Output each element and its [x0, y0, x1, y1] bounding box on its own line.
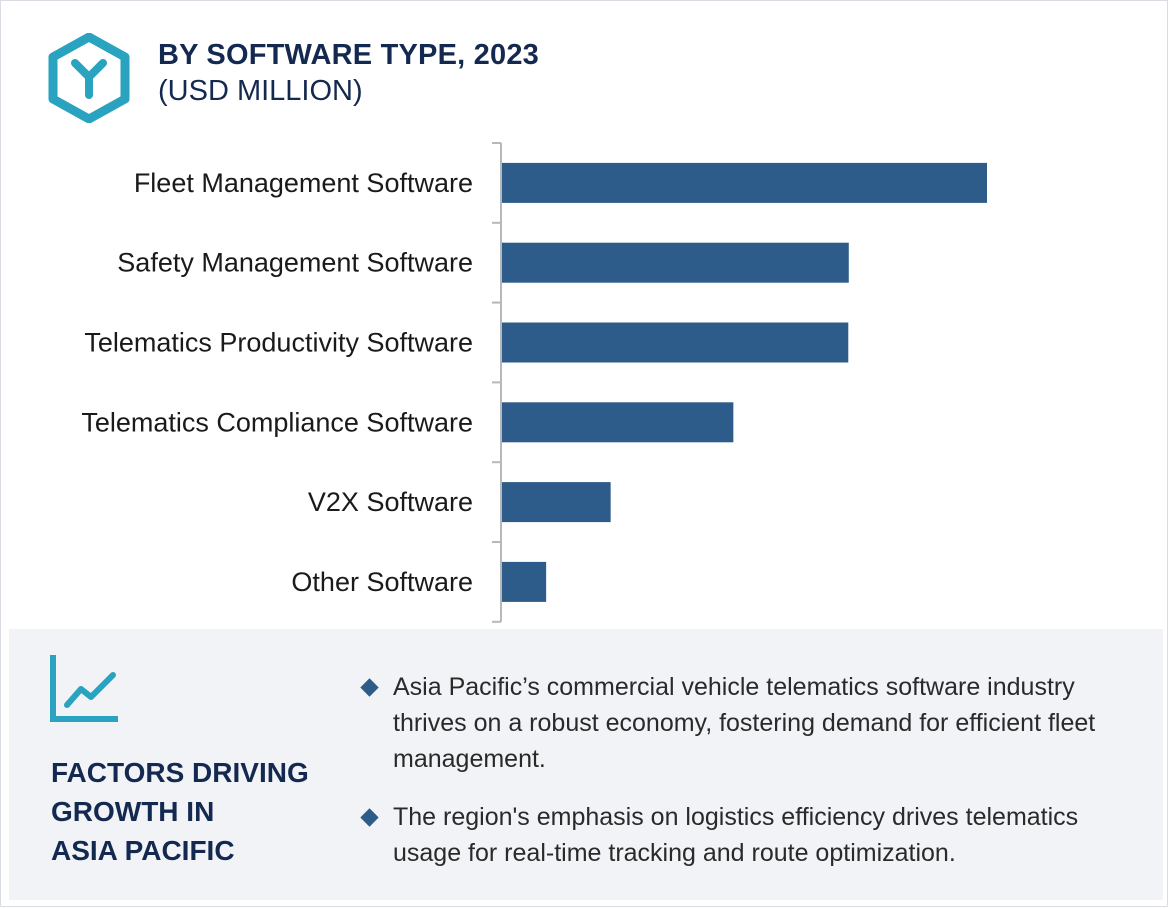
factor-bullet: The region's emphasis on logistics effic…	[359, 799, 1139, 871]
bar	[502, 322, 849, 363]
factors-title-line: ASIA PACIFIC	[51, 835, 235, 866]
factors-title-line: FACTORS DRIVING	[51, 757, 309, 788]
bar-chart: Fleet Management Software Safety Manageme…	[81, 142, 987, 623]
bar	[502, 162, 987, 203]
bar	[502, 482, 611, 523]
factor-bullet: Asia Pacific’s commercial vehicle telema…	[359, 669, 1139, 777]
chart-subtitle: (USD MILLION)	[158, 75, 363, 107]
factor-text: Asia Pacific’s commercial vehicle telema…	[393, 673, 1096, 773]
category-label: Telematics Compliance Software	[81, 407, 473, 437]
hexagon-y-logo-icon	[48, 33, 130, 123]
diamond-bullet-icon	[360, 808, 379, 827]
factors-title: FACTORS DRIVING GROWTH IN ASIA PACIFIC	[51, 753, 341, 870]
category-label: Safety Management Software	[117, 248, 473, 278]
bar	[502, 561, 547, 602]
bar	[502, 402, 734, 443]
factor-text: The region's emphasis on logistics effic…	[393, 803, 1079, 867]
bar	[502, 242, 849, 283]
factors-title-line: GROWTH IN	[51, 796, 215, 827]
chart-title: BY SOFTWARE TYPE, 2023	[158, 39, 539, 71]
diamond-bullet-icon	[360, 678, 379, 697]
category-label: Other Software	[291, 567, 473, 597]
category-label: Fleet Management Software	[134, 168, 473, 198]
chart-heading: BY SOFTWARE TYPE, 2023 (USD MILLION)	[158, 37, 539, 109]
factors-panel: FACTORS DRIVING GROWTH IN ASIA PACIFIC A…	[9, 629, 1163, 900]
category-label: Telematics Productivity Software	[84, 328, 473, 358]
factors-list: Asia Pacific’s commercial vehicle telema…	[359, 669, 1139, 893]
category-label: V2X Software	[308, 487, 473, 517]
trend-line-icon	[50, 655, 118, 722]
